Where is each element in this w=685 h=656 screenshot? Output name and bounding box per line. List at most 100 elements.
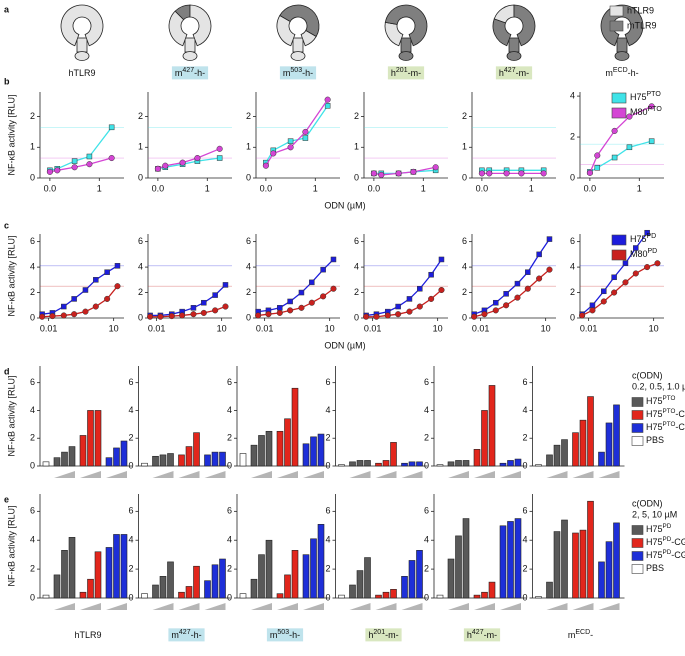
data-point <box>594 152 601 159</box>
column-label: m503-h- <box>270 629 300 640</box>
legend-label: mTLR9 <box>627 20 657 30</box>
y-tick-label: 0 <box>522 592 527 602</box>
bar <box>507 521 514 599</box>
y-tick-label: 1 <box>246 142 251 152</box>
data-point <box>546 236 553 242</box>
column-label-part: m <box>283 68 291 78</box>
legend-label-part: PBS <box>646 563 664 573</box>
receptor-foot <box>290 51 306 61</box>
bar <box>481 410 488 467</box>
data-point <box>82 287 89 293</box>
data-point <box>330 256 337 263</box>
column-label-part: -m- <box>516 68 530 78</box>
data-point <box>536 251 542 258</box>
bar <box>178 454 185 467</box>
data-point <box>384 312 391 319</box>
bar <box>68 537 76 599</box>
y-tick-label: 2 <box>522 433 527 443</box>
bar <box>338 594 345 599</box>
y-tick-label: 2 <box>246 111 251 121</box>
y-tick-label: 0 <box>246 172 251 182</box>
bar <box>455 460 462 467</box>
legend-title: 0.2, 0.5, 1.0 µM <box>632 381 685 391</box>
concentration-wedge <box>80 603 101 610</box>
receptor-stem <box>400 37 412 53</box>
bar <box>561 519 568 599</box>
concentration-wedge <box>152 603 174 610</box>
legend-label-part: PTO <box>663 421 676 428</box>
bar <box>211 564 219 599</box>
concentration-wedge <box>546 471 568 478</box>
y-tick-label: 4 <box>30 535 35 545</box>
data-point <box>486 170 493 177</box>
data-point <box>611 274 617 281</box>
receptor-stem <box>292 37 304 53</box>
bar <box>276 593 284 599</box>
legend-label: H75PTO-CG2PD <box>646 421 685 435</box>
y-tick-label: 4 <box>30 405 35 415</box>
y-tick-label: 2 <box>462 287 467 297</box>
data-point <box>546 266 553 273</box>
column-label-part: -h- <box>628 68 639 78</box>
data-point <box>622 260 629 267</box>
y-tick-label: 4 <box>325 405 330 415</box>
bar <box>53 574 61 599</box>
y-tick-label: 0 <box>570 312 575 322</box>
bar <box>302 443 310 467</box>
data-point <box>200 309 207 316</box>
data-point <box>395 311 402 318</box>
data-point <box>524 285 531 292</box>
legend-label-part: PTO <box>663 408 676 415</box>
y-tick-label: 0 <box>354 312 359 322</box>
y-tick-label: 4 <box>570 90 575 100</box>
label-highlight <box>171 66 209 80</box>
column-label-part: -m- <box>385 630 399 640</box>
column-label-part: 427 <box>504 67 516 74</box>
y-tick-label: 0 <box>30 592 35 602</box>
legend-label-part: H75 <box>646 396 663 406</box>
concentration-wedge <box>401 603 423 610</box>
y-tick-label: 2 <box>30 287 35 297</box>
legend-label-part: -CG <box>675 422 685 432</box>
concentration-wedge <box>375 471 397 478</box>
column-label-part: 427 <box>472 629 484 636</box>
receptor-domain <box>492 18 512 47</box>
y-tick-label: 6 <box>325 377 330 387</box>
bar <box>546 454 553 467</box>
bar <box>572 432 579 467</box>
x-tick-label: 0.0 <box>44 183 57 193</box>
legend-label-part: H75 <box>646 550 663 560</box>
x-tick-label: 0.01 <box>148 323 166 333</box>
y-tick-label: 0 <box>138 312 143 322</box>
concentration-wedge <box>448 471 469 478</box>
receptor-stem <box>184 37 196 53</box>
data-point <box>71 158 78 164</box>
bar <box>364 557 371 599</box>
y-tick-label: 0 <box>227 592 232 602</box>
data-point <box>644 229 650 236</box>
receptor-stem <box>616 37 628 53</box>
data-point <box>71 311 78 318</box>
data-point <box>324 103 331 109</box>
legend-label-part: -CG <box>671 537 685 547</box>
bar <box>514 458 522 467</box>
data-point <box>525 269 531 275</box>
y-tick-label: 4 <box>424 405 429 415</box>
data-point <box>626 113 633 120</box>
bar <box>499 525 507 599</box>
x-tick-label: 1 <box>97 183 102 193</box>
legend-label: hTLR9 <box>627 5 654 15</box>
bar <box>42 461 50 467</box>
y-axis-label: NF-κB activity [RLU] <box>6 505 16 586</box>
bar <box>159 576 167 599</box>
data-point <box>147 313 154 320</box>
bar <box>462 460 470 467</box>
bar <box>375 594 382 599</box>
legend-label-part: PD <box>663 549 672 556</box>
y-tick-label: 4 <box>570 261 575 271</box>
x-axis-label: ODN (µM) <box>324 340 365 350</box>
legend-label: PBS <box>646 435 664 445</box>
data-point <box>594 165 601 171</box>
bar <box>185 586 193 599</box>
legend-label: H75PD <box>646 523 672 534</box>
